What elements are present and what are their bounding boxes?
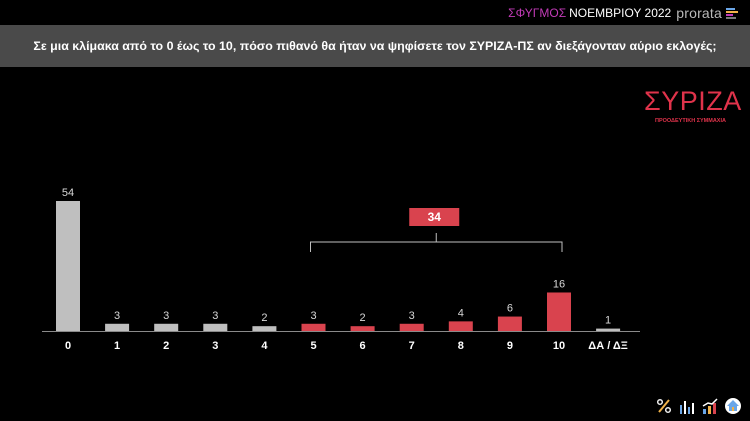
x-tick-label: 8: [458, 340, 464, 352]
bar: [497, 316, 522, 331]
bar-value-label: 16: [553, 278, 565, 290]
brand-month-label: ΝΟΕΜΒΡΙΟΥ 2022: [569, 6, 672, 20]
question-text: Σε μια κλίμακα από το 0 έως το 10, πόσο …: [33, 39, 717, 53]
bar: [252, 326, 277, 331]
x-tick-label: 2: [163, 340, 169, 352]
bar-value-label: 3: [212, 310, 218, 322]
growth-chart-icon: [701, 397, 719, 415]
bar: [596, 328, 621, 331]
bar-value-label: 2: [360, 312, 366, 324]
house-icon: [724, 397, 742, 415]
brand-bars-icon: [726, 7, 738, 19]
bar-value-label: 3: [409, 310, 415, 322]
bar-value-label: 3: [114, 310, 120, 322]
bracket-label-box: [409, 208, 460, 226]
x-tick-label: 0: [65, 340, 71, 352]
bar-value-label: 54: [62, 187, 74, 199]
logo-subtitle: ΠΡΟΟΔΕΥΤΙΚΗ ΣΥΜΜΑΧΙΑ: [655, 118, 726, 124]
bar: [105, 323, 130, 331]
bar: [350, 326, 375, 331]
x-tick-label: 10: [553, 340, 565, 352]
bar-value-label: 6: [507, 303, 513, 315]
question-bar: Σε μια κλίμακα από το 0 έως το 10, πόσο …: [0, 25, 750, 67]
bar: [203, 323, 228, 331]
percent-icon: [655, 397, 673, 415]
bar-value-label: 4: [458, 307, 464, 319]
x-tick-label: ΔΑ / ΔΞ: [588, 340, 628, 352]
bracket-line: [310, 241, 563, 252]
bar: [448, 321, 473, 331]
bar: [547, 292, 571, 331]
x-tick-label: 6: [360, 340, 366, 352]
bar-value-label: 3: [310, 310, 316, 322]
x-tick-label: 7: [409, 340, 415, 352]
brand-pulse-label: ΣΦΥΓΜΟΣ: [508, 6, 567, 20]
bar: [56, 201, 80, 331]
bar: [154, 323, 179, 331]
bar-chart-icon: [678, 397, 696, 415]
brand: ΣΦΥΓΜΟΣ ΝΟΕΜΒΡΙΟΥ 2022 prorata: [508, 5, 738, 21]
x-tick-label: 4: [261, 340, 268, 352]
top-bar: ΣΦΥΓΜΟΣ ΝΟΕΜΒΡΙΟΥ 2022 prorata: [0, 0, 750, 24]
bracket-total-label: 34: [428, 210, 442, 224]
bar-value-label: 2: [261, 312, 267, 324]
bar: [301, 323, 326, 331]
x-tick-label: 5: [310, 340, 316, 352]
x-tick-label: 1: [114, 340, 120, 352]
footer-icons: [655, 397, 742, 415]
brand-name: prorata: [676, 5, 722, 21]
bar-value-label: 1: [605, 315, 611, 327]
x-tick-label: 9: [507, 340, 513, 352]
logo-wordmark: ΣΥΡΙΖΑ: [644, 86, 742, 116]
x-tick-label: 3: [212, 340, 218, 352]
bar: [399, 323, 424, 331]
bar-value-label: 3: [163, 310, 169, 322]
syriza-logo: ΣΥΡΙΖΑ ΠΡΟΟΔΕΥΤΙΚΗ ΣΥΜΜΑΧΙΑ: [644, 86, 741, 126]
